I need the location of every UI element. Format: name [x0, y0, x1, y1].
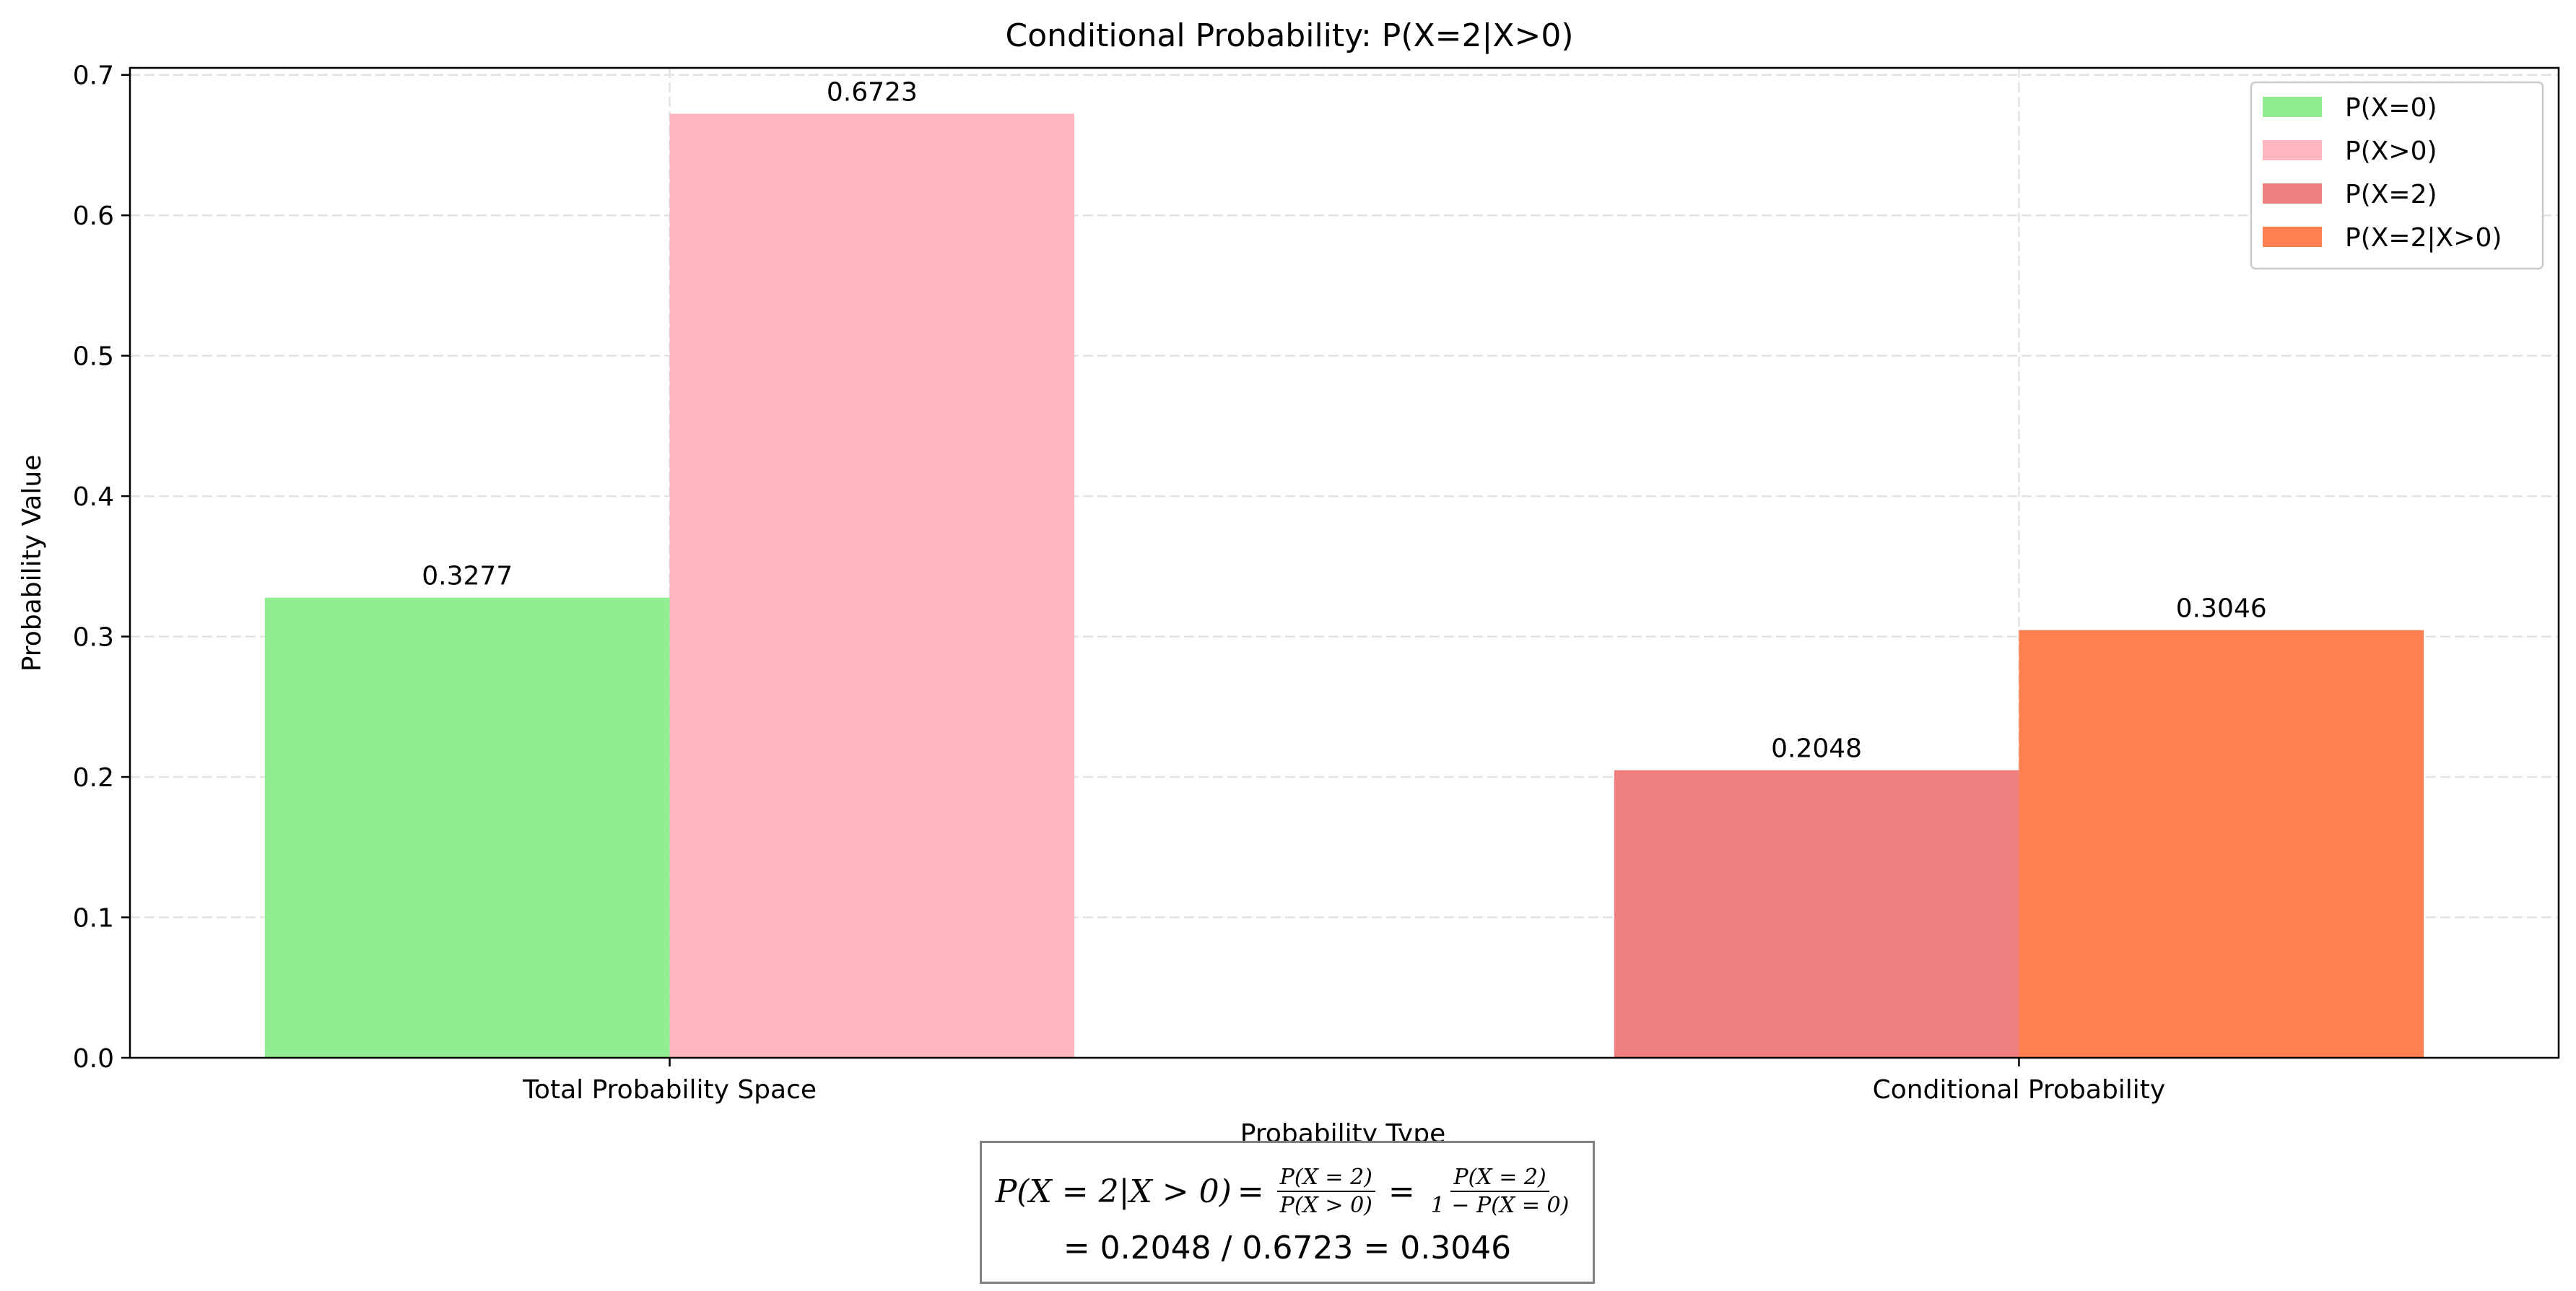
legend-swatch [2263, 97, 2322, 117]
y-tick-label: 0.4 [73, 482, 114, 512]
legend-swatch [2263, 227, 2322, 247]
formula-lhs: P(X = 2|X > 0) [995, 1173, 1232, 1210]
formula-box: P(X = 2|X > 0) = P(X = 2) P(X > 0) = P(X… [980, 1141, 1595, 1284]
formula-fraction-2: P(X = 2) 1 − P(X = 0) [1430, 1165, 1570, 1218]
y-tick-label: 0.0 [73, 1044, 114, 1074]
formula-line-2: = 0.2048 / 0.6723 = 0.3046 [1063, 1230, 1512, 1266]
bar-P(X=0) [264, 597, 670, 1058]
bar-value-label: 0.3277 [422, 562, 513, 591]
y-axis-label: Probability Value [17, 455, 47, 672]
y-tick-label: 0.6 [73, 201, 114, 231]
formula-line-1: P(X = 2|X > 0) = P(X = 2) P(X > 0) = P(X… [982, 1159, 1593, 1224]
legend-label: P(X=2) [2345, 180, 2437, 209]
legend-swatch [2263, 183, 2322, 204]
bar-value-label: 0.3046 [2176, 594, 2267, 624]
bar-value-label: 0.6723 [827, 78, 918, 108]
y-tick-label: 0.7 [73, 61, 114, 91]
y-tick-label: 0.5 [73, 342, 114, 372]
x-tick-label: Total Probability Space [522, 1075, 817, 1105]
y-tick-label: 0.2 [73, 763, 114, 793]
chart-title: Conditional Probability: P(X=2|X>0) [1005, 17, 1573, 54]
formula-fraction-1: P(X = 2) P(X > 0) [1276, 1165, 1375, 1217]
bar-P(X=2) [1614, 770, 2019, 1058]
bar-value-label: 0.2048 [1771, 734, 1862, 764]
x-tick-label: Conditional Probability [1873, 1075, 2166, 1105]
legend-label: P(X>0) [2345, 136, 2437, 166]
bar-P(X=2|X>0) [2019, 630, 2424, 1058]
legend-box [2250, 81, 2544, 270]
legend-label: P(X=2|X>0) [2345, 223, 2502, 253]
plot-frame [129, 66, 2560, 1059]
bar-P(X>0) [669, 113, 1075, 1058]
y-tick-label: 0.1 [73, 904, 114, 934]
legend-swatch [2263, 140, 2322, 160]
legend-label: P(X=0) [2345, 93, 2437, 123]
y-tick-label: 0.3 [73, 623, 114, 653]
